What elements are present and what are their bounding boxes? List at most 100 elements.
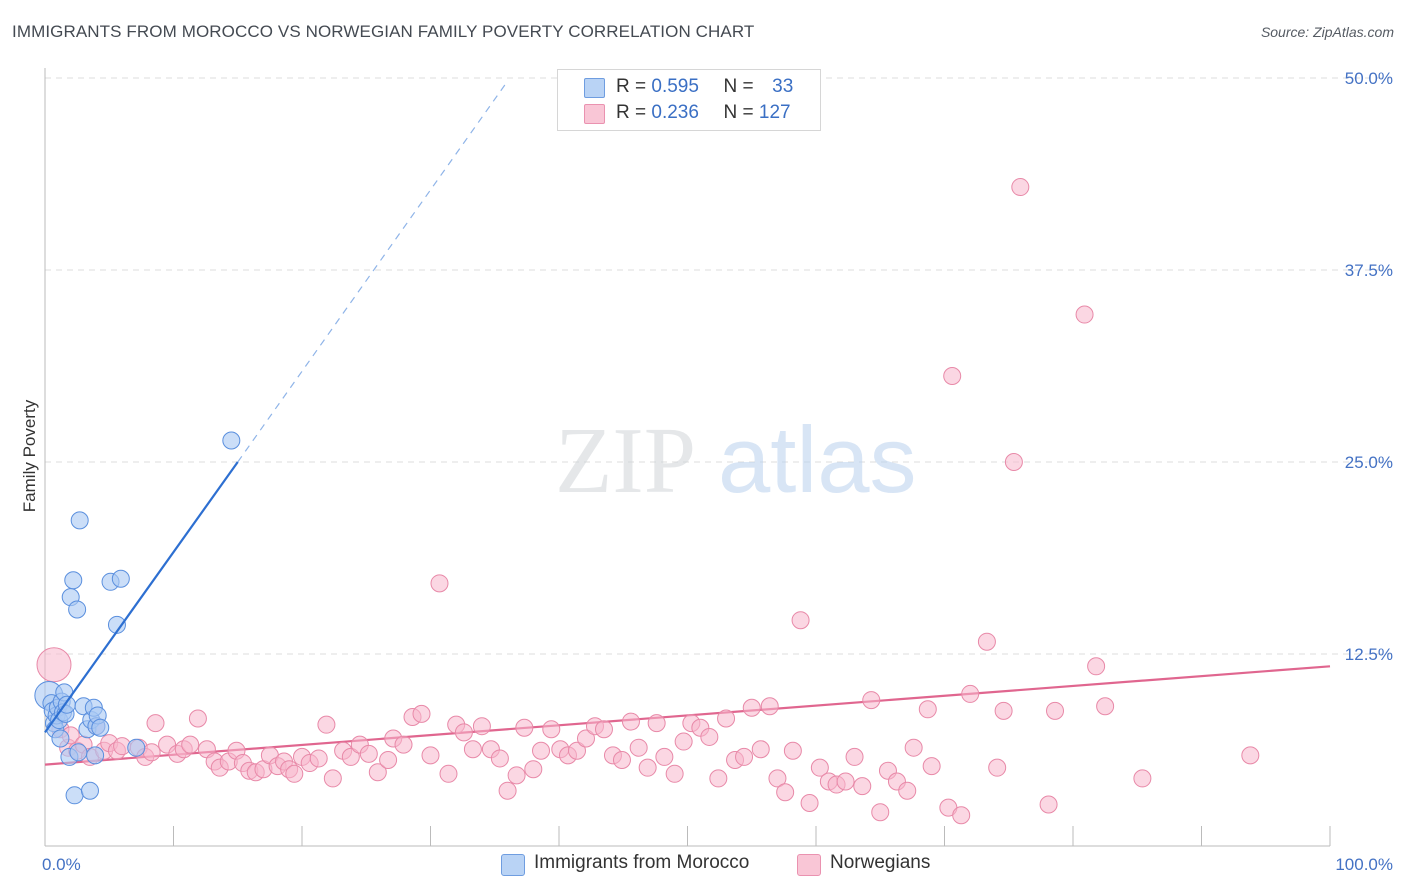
data-point-norwegians	[735, 747, 754, 766]
data-point-morocco	[107, 615, 126, 634]
data-point-norwegians	[532, 741, 551, 760]
data-point-norwegians	[439, 764, 458, 783]
data-point-norwegians	[498, 781, 517, 800]
data-point-norwegians	[1241, 746, 1260, 765]
data-point-norwegians	[317, 715, 336, 734]
data-point-morocco	[111, 569, 130, 588]
bottom-legend-swatch-norwegians	[797, 854, 821, 876]
data-point-morocco	[80, 781, 99, 800]
data-point-norwegians	[1075, 305, 1094, 324]
data-point-norwegians	[430, 574, 449, 593]
data-point-norwegians	[524, 760, 543, 779]
data-point-norwegians	[922, 757, 941, 776]
data-point-norwegians	[845, 747, 864, 766]
data-point-norwegians	[655, 747, 674, 766]
data-point-norwegians	[594, 720, 613, 739]
data-point-norwegians	[629, 738, 648, 757]
data-point-norwegians	[341, 747, 360, 766]
data-point-norwegians	[810, 758, 829, 777]
data-point-norwegians	[943, 366, 962, 385]
data-point-norwegians	[285, 764, 304, 783]
y-tick-label: 50.0%	[1345, 69, 1393, 88]
data-point-norwegians	[567, 741, 586, 760]
trend-line-morocco-extension	[237, 80, 509, 463]
data-point-norwegians	[421, 746, 440, 765]
data-point-morocco	[127, 738, 146, 757]
data-point-norwegians	[904, 738, 923, 757]
data-point-norwegians	[454, 723, 473, 742]
legend-n-label: N =	[723, 76, 754, 97]
data-point-norwegians	[463, 740, 482, 759]
x-tick-label-max: 100.0%	[1335, 855, 1393, 874]
data-point-morocco	[68, 600, 87, 619]
data-point-norwegians	[142, 743, 161, 762]
gridlines	[45, 77, 1392, 655]
x-tick-label-min: 0.0%	[42, 855, 81, 874]
data-point-norwegians	[379, 750, 398, 769]
y-axis-title: Family Poverty	[20, 399, 39, 512]
data-point-norwegians	[1133, 769, 1152, 788]
data-point-norwegians	[412, 704, 431, 723]
tick-labels: 12.5% 25.0% 37.5% 50.0% 0.0% 100.0%	[42, 69, 1393, 874]
data-point-norwegians	[515, 718, 534, 737]
legend-r-value: 0.236	[651, 102, 699, 123]
data-point-norwegians	[1039, 795, 1058, 814]
data-point-norwegians	[918, 700, 937, 719]
data-point-norwegians	[709, 769, 728, 788]
data-point-norwegians	[674, 732, 693, 751]
y-tick-label: 25.0%	[1345, 453, 1393, 472]
data-point-norwegians	[783, 741, 802, 760]
data-point-norwegians	[638, 758, 657, 777]
data-point-norwegians	[751, 740, 770, 759]
data-point-norwegians	[612, 750, 631, 769]
data-point-morocco	[86, 746, 105, 765]
data-point-norwegians	[368, 763, 387, 782]
bottom-legend-label-norwegians: Norwegians	[830, 852, 931, 873]
data-point-norwegians	[576, 729, 595, 748]
data-point-norwegians	[791, 611, 810, 630]
data-point-norwegians	[188, 709, 207, 728]
series-morocco	[34, 431, 241, 805]
legend-r-value: 0.595	[651, 76, 699, 97]
data-point-norwegians	[768, 769, 787, 788]
data-point-norwegians	[665, 764, 684, 783]
bottom-legend-label-morocco: Immigrants from Morocco	[534, 852, 750, 873]
data-point-norwegians	[700, 727, 719, 746]
data-point-norwegians	[647, 714, 666, 733]
data-point-norwegians	[359, 744, 378, 763]
watermark-zip: ZIP	[555, 409, 696, 513]
data-point-norwegians	[542, 720, 561, 739]
data-point-norwegians	[717, 709, 736, 728]
data-point-norwegians	[1046, 701, 1065, 720]
source-label: Source: ZipAtlas.com	[1260, 24, 1394, 40]
legend-n-value: 33	[772, 76, 794, 97]
watermark: ZIP atlas	[555, 407, 917, 513]
y-tick-label: 37.5%	[1345, 261, 1393, 280]
data-point-morocco	[51, 729, 70, 748]
data-point-norwegians	[977, 632, 996, 651]
data-point-norwegians	[394, 735, 413, 754]
legend-swatch-norwegians	[584, 104, 605, 124]
data-point-norwegians	[1011, 178, 1030, 197]
data-point-norwegians	[862, 691, 881, 710]
data-point-norwegians	[853, 777, 872, 796]
data-point-norwegians	[146, 714, 165, 733]
legend-n-label: N =	[723, 102, 754, 123]
data-point-norwegians	[836, 772, 855, 791]
legend-n-value: 127	[758, 102, 791, 123]
watermark-atlas: atlas	[718, 407, 917, 512]
series-norwegians	[36, 178, 1260, 825]
data-point-norwegians	[490, 749, 509, 768]
data-point-norwegians	[1087, 657, 1106, 676]
data-point-norwegians	[800, 793, 819, 812]
bottom-legend-swatch-morocco	[501, 854, 525, 876]
data-point-norwegians	[1096, 697, 1115, 716]
data-point-norwegians	[994, 701, 1013, 720]
data-point-morocco	[64, 571, 83, 590]
data-point-norwegians	[181, 735, 200, 754]
data-point-norwegians	[961, 684, 980, 703]
data-point-norwegians	[36, 647, 72, 683]
data-point-norwegians	[309, 749, 328, 768]
y-tick-label: 12.5%	[1345, 645, 1393, 664]
